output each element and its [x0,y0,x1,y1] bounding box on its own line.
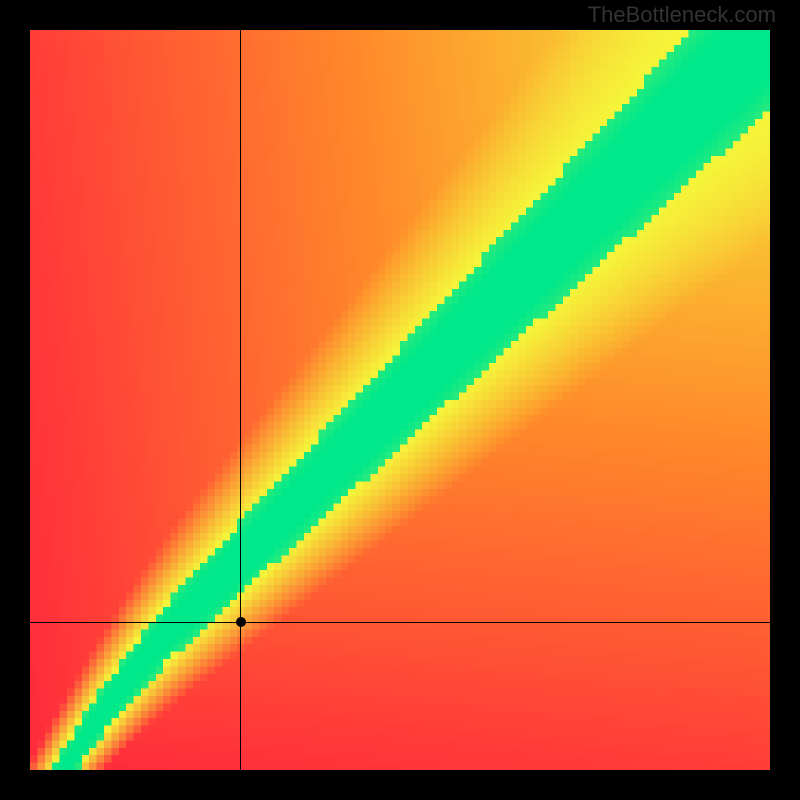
chart-container: TheBottleneck.com [0,0,800,800]
crosshair-vertical [240,30,241,770]
watermark-text: TheBottleneck.com [588,2,776,28]
crosshair-horizontal [30,622,770,623]
bottleneck-heatmap [30,30,770,770]
crosshair-dot [236,617,246,627]
